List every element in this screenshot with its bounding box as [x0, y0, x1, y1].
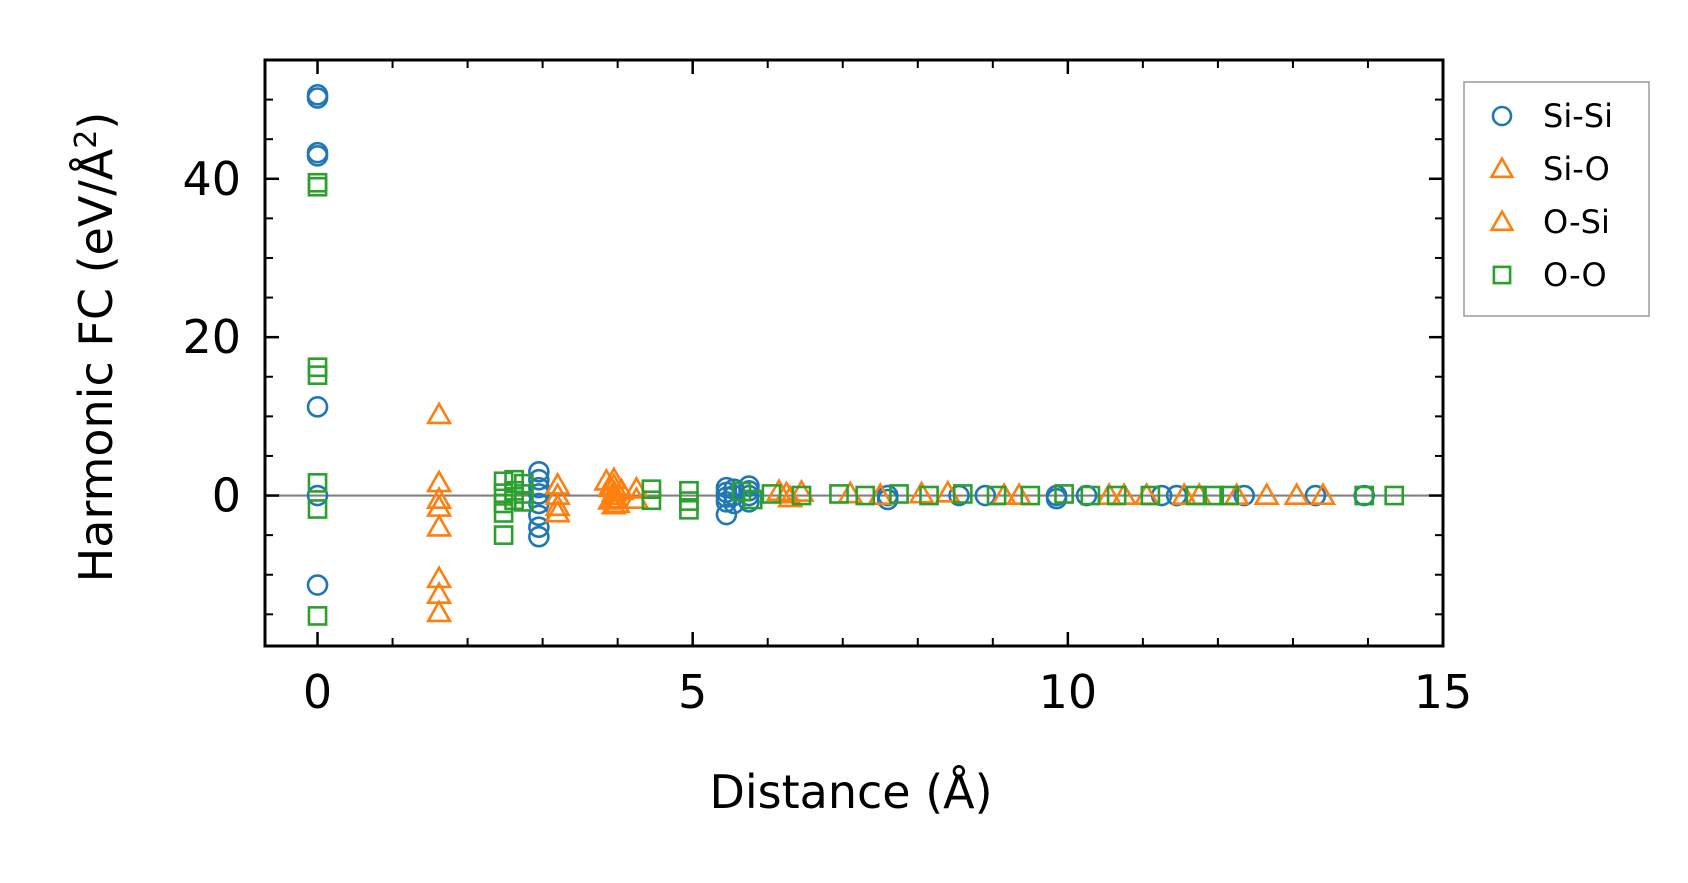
data-point — [1080, 485, 1101, 506]
data-point — [528, 476, 550, 499]
data-point — [876, 488, 899, 511]
legend-marker — [1489, 156, 1515, 179]
data-point — [425, 565, 453, 589]
data-point — [307, 365, 328, 386]
legend: Si-Si Si-O O-Si O-O — [1463, 81, 1650, 317]
data-point — [307, 172, 328, 193]
data-point — [1005, 481, 1033, 506]
data-point — [528, 460, 550, 483]
data-point — [889, 484, 909, 504]
data-point — [855, 485, 876, 506]
plot-area — [265, 84, 1443, 626]
plot-frame — [263, 58, 1445, 648]
data-point — [715, 491, 738, 513]
y-axis-title: Harmonic FC (eV/Å2) — [69, 112, 123, 583]
data-point — [1309, 481, 1337, 506]
x-tick-label: 10 — [1039, 665, 1098, 719]
data-point — [306, 87, 329, 109]
data-point — [493, 483, 514, 504]
data-point — [1140, 485, 1161, 506]
legend-label: O-O — [1543, 256, 1607, 294]
data-point — [777, 484, 804, 508]
data-point — [1204, 485, 1225, 506]
y-tick-label: 40 — [182, 152, 241, 206]
series-si-o — [425, 401, 1337, 623]
data-point — [307, 176, 328, 197]
data-point — [306, 574, 329, 596]
data-point — [1354, 485, 1375, 506]
series-si-si — [306, 84, 1376, 596]
data-point — [306, 484, 329, 507]
data-point — [306, 396, 329, 418]
data-point — [788, 478, 815, 502]
data-point — [1304, 484, 1327, 507]
data-point — [679, 480, 699, 501]
data-point — [493, 525, 514, 545]
data-point — [425, 485, 453, 509]
data-point — [307, 499, 328, 519]
data-point — [1233, 484, 1255, 507]
x-tick-label: 15 — [1414, 665, 1473, 719]
data-point — [425, 599, 453, 623]
y-axis-title-superscript: 2 — [69, 130, 104, 149]
data-point — [514, 492, 534, 512]
data-point — [1253, 481, 1280, 506]
data-point — [544, 499, 571, 523]
data-point — [306, 145, 329, 167]
y-tick-label: 20 — [182, 310, 241, 364]
data-point — [952, 484, 973, 504]
data-point — [1106, 485, 1127, 506]
x-tick-label: 0 — [303, 665, 332, 719]
data-point — [986, 485, 1007, 506]
data-point — [791, 485, 812, 506]
data-point — [528, 525, 550, 548]
data-point — [544, 493, 571, 517]
x-axis-title: Distance (Å) — [709, 765, 992, 819]
legend-item-si-si: Si-Si — [1491, 97, 1613, 135]
legend-label: O-Si — [1543, 203, 1610, 241]
legend-item-o-si: O-Si — [1489, 203, 1610, 241]
data-point — [528, 516, 550, 539]
data-point — [679, 499, 699, 520]
series-o-si — [593, 467, 635, 513]
legend-marker — [1492, 265, 1512, 285]
data-point — [1170, 481, 1198, 506]
legend-item-o-o: O-O — [1492, 256, 1607, 294]
data-point — [641, 479, 662, 500]
data-point — [742, 489, 763, 510]
data-point — [493, 503, 514, 523]
axes: 0 5 10 15 0 20 40 — [182, 58, 1473, 719]
data-point — [1020, 485, 1041, 506]
data-point — [307, 606, 328, 626]
y-tick-label: 0 — [212, 469, 241, 523]
data-point — [528, 468, 550, 491]
data-point — [1185, 485, 1206, 506]
data-point — [608, 477, 635, 501]
legend-marker — [1489, 209, 1515, 232]
data-point — [1384, 485, 1405, 506]
x-tick-label: 5 — [678, 665, 707, 719]
data-point — [307, 473, 328, 493]
y-axis-title-main: Harmonic FC (eV/Å — [69, 148, 123, 582]
legend-item-si-o: Si-O — [1489, 150, 1610, 188]
data-point — [1283, 481, 1310, 506]
legend-label: Si-Si — [1543, 97, 1613, 135]
data-point — [425, 401, 453, 425]
data-point — [974, 484, 997, 507]
data-point — [1219, 485, 1240, 506]
data-point — [604, 489, 631, 513]
data-point — [761, 484, 782, 504]
data-point — [425, 513, 453, 537]
data-point — [919, 485, 939, 506]
data-point — [1054, 484, 1074, 504]
y-axis-title-close: ) — [69, 112, 123, 130]
data-point — [641, 490, 662, 511]
data-point — [829, 484, 849, 504]
series-o-o — [307, 172, 1405, 626]
legend-marker — [1491, 105, 1513, 127]
legend-label: Si-O — [1543, 150, 1610, 188]
data-point — [715, 503, 738, 526]
